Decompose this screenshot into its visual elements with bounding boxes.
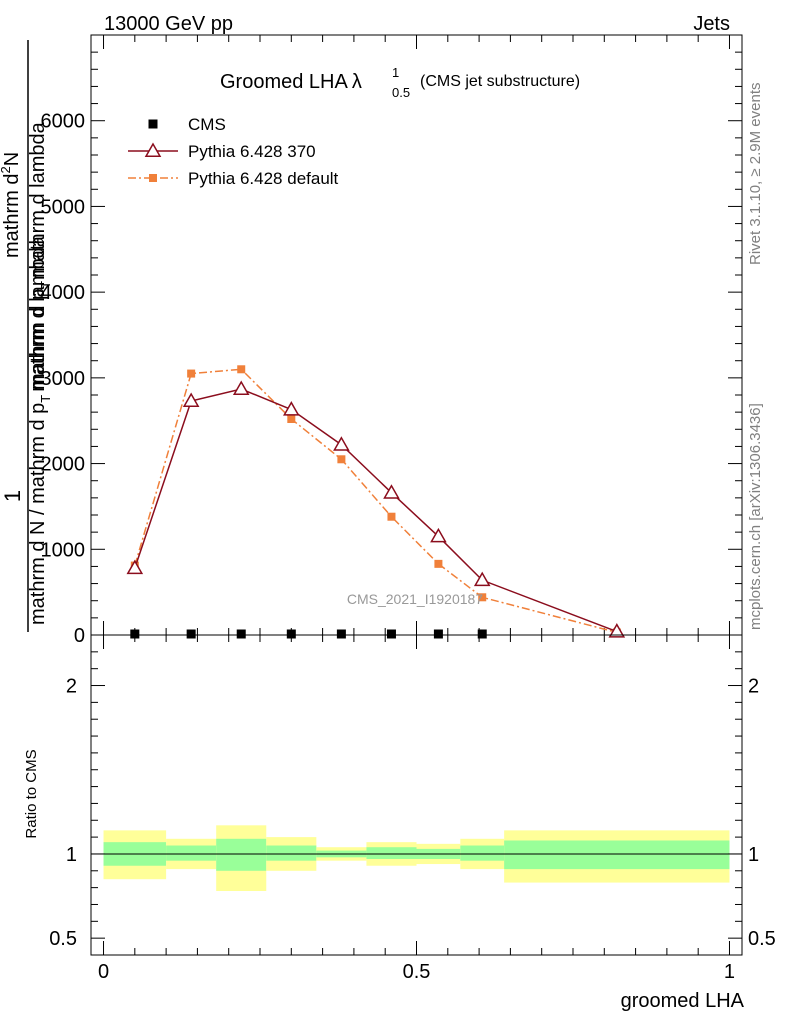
ylabel-num-d: mathrm d <box>1 174 23 258</box>
main-y-tick-label: 0 <box>74 625 85 647</box>
ratio-band-inner <box>266 845 317 861</box>
x-axis-label: groomed LHA <box>621 990 745 1012</box>
plot-subtitle: (CMS jet substructure) <box>420 73 580 90</box>
data-point <box>337 455 346 464</box>
main-y-tick-label: 4000 <box>41 282 86 304</box>
ratio-uncertainty-bands <box>91 825 742 891</box>
x-tick-label: 0.5 <box>403 961 431 983</box>
ylabel-num-dp: mathrm d p <box>27 289 49 390</box>
ylabel-den-tail: mathrm d lambda <box>27 235 49 391</box>
data-point <box>130 629 140 639</box>
watermark-analysis-id: CMS_2021_I1920187 <box>347 591 483 607</box>
data-point <box>478 593 487 602</box>
data-point <box>286 629 296 639</box>
main-y-label: 1 mathrm d N / mathrm d pTmathrm d lambd… <box>0 40 53 632</box>
ratio-band-inner <box>366 847 417 859</box>
header-energy: 13000 GeV pp <box>104 13 233 35</box>
data-point <box>232 380 250 395</box>
legend-entry-1: Pythia 6.428 370 <box>128 142 316 161</box>
ratio-x-axis: 0 0.5 1 <box>98 635 735 983</box>
series-1 <box>126 380 626 638</box>
data-point <box>187 369 196 378</box>
ylabel-num-sup: 2 <box>0 166 13 173</box>
plot-title-superscript: 1 <box>392 65 399 80</box>
main-y-tick-label: 1000 <box>41 539 86 561</box>
main-y-tick-label: 6000 <box>41 111 86 133</box>
ylabel-num-n: N <box>1 152 23 166</box>
ratio-y-tick-label-right: 2 <box>748 676 759 698</box>
x-tick-label: 1 <box>724 961 735 983</box>
data-point <box>473 571 491 587</box>
data-point <box>434 559 443 568</box>
data-point <box>433 629 443 639</box>
legend-label: Pythia 6.428 default <box>188 169 339 188</box>
ratio-panel-frame <box>90 634 743 956</box>
ratio-y-tick-label-right: 1 <box>748 844 759 866</box>
legend-marker <box>148 119 158 129</box>
legend-label: Pythia 6.428 370 <box>188 142 316 161</box>
data-point <box>237 365 246 374</box>
data-point <box>430 527 447 543</box>
main-series-group <box>126 365 626 639</box>
data-point <box>336 629 346 639</box>
data-point <box>283 401 300 416</box>
ratio-y-tick-label-left: 1 <box>66 844 77 866</box>
data-point <box>386 629 396 639</box>
plot-title-text: Groomed LHA <box>220 71 348 93</box>
rivet-version-label: Rivet 3.1.10, ≥ 2.9M events <box>747 83 764 266</box>
data-point <box>333 436 350 451</box>
legend-entry-0: CMS <box>148 115 226 134</box>
ratio-panel: 0.5 0.51 12 2 0 0.5 1 Ratio to CMS groomed LH… <box>23 634 776 1012</box>
ratio-band-inner <box>504 840 730 870</box>
data-point <box>387 512 396 521</box>
data-point <box>236 629 246 639</box>
main-x-ticks <box>103 35 730 635</box>
ratio-band-inner <box>216 838 267 871</box>
main-y-tick-label: 5000 <box>41 196 86 218</box>
main-panel: 0 1000 2000 3000 4000 5000 6000 CMS_2021_I1920… <box>0 34 743 647</box>
ratio-y-tick-label-left: 0.5 <box>49 928 77 950</box>
ylabel-den-sub: T <box>38 395 53 403</box>
legend-marker <box>144 142 162 157</box>
legend: CMS Pythia 6.428 370 Pythia 6.428 default <box>128 115 339 188</box>
legend-entry-2: Pythia 6.428 default <box>128 169 339 188</box>
ylabel-num-lambda: mathrm d lambda <box>27 121 49 277</box>
header-process: Jets <box>693 13 730 35</box>
ratio-y-axis: 0.5 0.5 1 1 2 2 <box>49 651 776 950</box>
data-point <box>287 415 296 423</box>
ratio-y-label: Ratio to CMS <box>23 749 40 838</box>
ylabel-one: 1 <box>0 490 25 502</box>
ratio-band-inner <box>166 845 217 861</box>
data-point <box>383 484 400 499</box>
series-0 <box>130 629 487 639</box>
data-point <box>126 559 144 575</box>
mcplots-label: mcplots.cern.ch [arXiv:1306.3436] <box>747 403 764 630</box>
data-point <box>186 629 196 639</box>
ratio-band-inner <box>460 845 505 861</box>
x-tick-label: 0 <box>98 961 109 983</box>
plot-title-lambda: λ <box>352 71 362 93</box>
ratio-y-tick-label-right: 0.5 <box>748 928 776 950</box>
main-y-tick-label: 2000 <box>41 454 86 476</box>
ylabel-den-main: mathrm d N / mathrm d p <box>27 403 49 625</box>
ylabel-numerator-denominator: mathrm d pTmathrm d lambda <box>27 121 53 390</box>
data-point <box>182 392 200 407</box>
data-point <box>477 629 487 639</box>
main-y-tick-label: 3000 <box>41 368 86 390</box>
ylabel-numerator: mathrm d2N <box>0 152 23 258</box>
ylabel-num-dp-sub: T <box>38 281 53 289</box>
ratio-y-tick-label-left: 2 <box>66 676 77 698</box>
ylabel-denominator: mathrm d N / mathrm d pTmathrm d lambda <box>27 235 53 625</box>
plot-title-subscript: 0.5 <box>392 85 410 100</box>
plot-title: Groomed LHA λ 1 0.5 (CMS jet substructure… <box>220 65 580 100</box>
main-y-axis: 0 1000 2000 3000 4000 5000 6000 <box>41 34 742 647</box>
legend-label: CMS <box>188 115 226 134</box>
legend-marker <box>149 174 157 182</box>
data-point <box>608 623 626 638</box>
